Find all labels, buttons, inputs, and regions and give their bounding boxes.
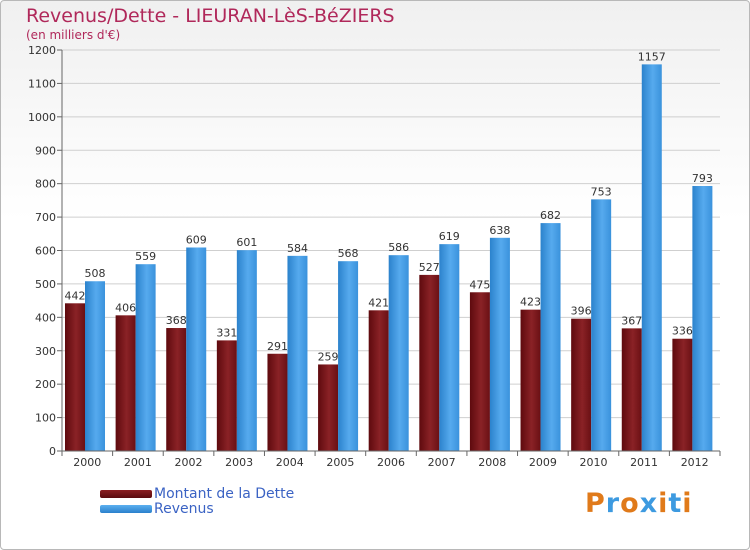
- bar-revenus-2012: [692, 186, 713, 451]
- logo-letter: i: [682, 488, 693, 519]
- logo-letter: o: [620, 488, 640, 519]
- bar-debt-2002: [166, 328, 187, 451]
- x-tick-label: 2004: [276, 456, 304, 469]
- x-tick-label: 2001: [124, 456, 152, 469]
- value-label-revenus-2005: 568: [338, 247, 359, 260]
- bar-debt-2006: [368, 310, 389, 451]
- value-label-debt-2003: 331: [216, 326, 237, 339]
- y-tick-label: 600: [35, 245, 56, 258]
- y-tick-label: 1000: [28, 111, 56, 124]
- bar-revenus-2004: [287, 255, 308, 451]
- value-label-revenus-2012: 793: [692, 172, 713, 185]
- axes: 0 100 200 300 400 500 600 700 800 900 1000 1100 1200…: [28, 44, 721, 469]
- value-label-debt-2001: 406: [115, 301, 136, 314]
- y-tick-label: 700: [35, 211, 56, 224]
- value-label-revenus-2001: 559: [135, 250, 156, 263]
- value-label-debt-2002: 368: [166, 314, 187, 327]
- bar-revenus-2011: [641, 64, 662, 451]
- y-tick-label: 1100: [28, 77, 56, 90]
- bar-revenus-2005: [338, 261, 359, 451]
- x-tick-label: 2008: [478, 456, 506, 469]
- y-tick-label: 500: [35, 278, 56, 291]
- bar-revenus-2002: [186, 247, 207, 451]
- y-tick-label: 300: [35, 345, 56, 358]
- y-tick-label: 900: [35, 144, 56, 157]
- value-label-revenus-2002: 609: [186, 233, 207, 246]
- logo-letter: P: [585, 488, 606, 519]
- value-label-debt-2012: 336: [672, 325, 693, 338]
- y-tick-label: 0: [49, 445, 56, 458]
- x-tick-label: 2003: [225, 456, 253, 469]
- x-tick-label: 2000: [73, 456, 101, 469]
- bar-debt-2004: [267, 353, 288, 451]
- bar-debt-2000: [65, 303, 85, 451]
- x-tick-label: 2005: [326, 456, 354, 469]
- y-tick-label: 200: [35, 378, 56, 391]
- bar-revenus-2010: [591, 199, 612, 451]
- y-tick-label: 1200: [28, 44, 56, 57]
- value-label-revenus-2003: 601: [236, 236, 257, 249]
- value-label-debt-2009: 423: [520, 296, 541, 309]
- logo-letter: t: [668, 488, 683, 519]
- bar-revenus-2001: [135, 264, 156, 451]
- y-tick-label: 100: [35, 412, 56, 425]
- bar-debt-2008: [469, 292, 490, 451]
- value-label-revenus-2000: 508: [85, 267, 106, 280]
- logo-letter: r: [605, 488, 621, 519]
- logo-letter: x: [639, 488, 659, 519]
- value-label-debt-2010: 396: [571, 305, 592, 318]
- value-label-revenus-2004: 584: [287, 242, 308, 255]
- bar-revenus-2007: [439, 244, 460, 451]
- y-tick-label: 800: [35, 178, 56, 191]
- x-tick-label: 2002: [175, 456, 203, 469]
- x-tick-label: 2011: [630, 456, 658, 469]
- x-tick-label: 2007: [428, 456, 456, 469]
- x-tick-label: 2010: [579, 456, 607, 469]
- value-label-revenus-2006: 586: [388, 241, 409, 254]
- x-tick-label: 2006: [377, 456, 405, 469]
- logo-letter: i: [658, 488, 669, 519]
- bar-revenus-2003: [236, 250, 257, 451]
- value-label-debt-2006: 421: [368, 296, 389, 309]
- value-label-debt-2011: 367: [621, 314, 642, 327]
- value-label-debt-2008: 475: [469, 278, 490, 291]
- value-label-debt-2007: 527: [419, 261, 440, 274]
- bar-revenus-2009: [540, 223, 561, 451]
- legend-item-revenus: Revenus: [100, 501, 214, 517]
- bar-revenus-2000: [85, 281, 105, 451]
- bar-debt-2001: [115, 315, 136, 451]
- bar-debt-2009: [520, 309, 541, 451]
- value-label-debt-2004: 291: [267, 340, 288, 353]
- legend-swatch-revenus: [100, 505, 152, 513]
- chart-subtitle: (en milliers d'€): [26, 28, 121, 42]
- proxiti-logo: Proxiti: [585, 488, 693, 519]
- value-label-revenus-2011: 1157: [638, 50, 666, 63]
- bar-debt-2007: [419, 274, 440, 451]
- bar-debt-2003: [216, 340, 237, 451]
- value-label-debt-2005: 259: [318, 350, 339, 363]
- bar-revenus-2008: [489, 237, 510, 451]
- bars: 442 508 406 559 368 609 331 601 291 584 259 568 421 5…: [65, 50, 713, 451]
- legend-label-dette: Montant de la Dette: [154, 486, 295, 502]
- x-tick-label: 2009: [529, 456, 557, 469]
- bar-debt-2005: [318, 364, 339, 451]
- bar-debt-2012: [672, 338, 693, 451]
- chart-title: Revenus/Dette - LIEURAN-LèS-BéZIERS: [26, 5, 395, 27]
- y-tick-label: 400: [35, 311, 56, 324]
- value-label-debt-2000: 442: [65, 289, 86, 302]
- legend-item-dette: Montant de la Dette: [100, 486, 295, 502]
- value-label-revenus-2010: 753: [591, 185, 612, 198]
- value-label-revenus-2007: 619: [439, 230, 460, 243]
- bar-revenus-2006: [388, 255, 409, 451]
- bar-debt-2011: [621, 328, 642, 451]
- bar-debt-2010: [571, 318, 592, 451]
- value-label-revenus-2009: 682: [540, 209, 561, 222]
- legend-swatch-dette: [100, 490, 152, 498]
- legend-label-revenus: Revenus: [154, 501, 214, 517]
- value-label-revenus-2008: 638: [489, 224, 510, 237]
- x-tick-label: 2012: [681, 456, 709, 469]
